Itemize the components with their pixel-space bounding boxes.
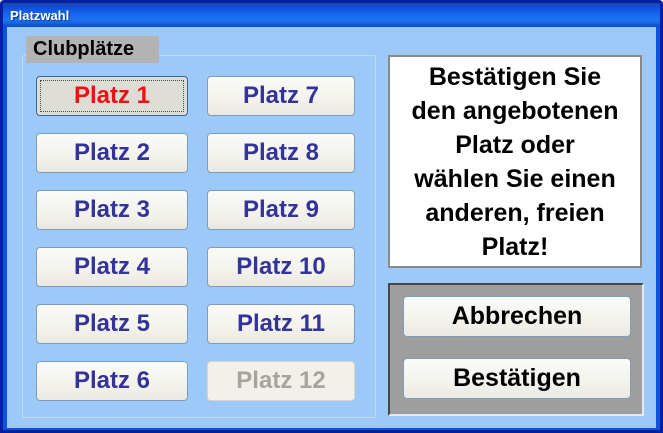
platz-button-12: Platz 12 xyxy=(207,361,355,401)
platz-button-4[interactable]: Platz 4 xyxy=(36,247,188,287)
platz-button-6[interactable]: Platz 6 xyxy=(36,361,188,401)
platz-button-7[interactable]: Platz 7 xyxy=(207,76,355,116)
platz-button-10[interactable]: Platz 10 xyxy=(207,247,355,287)
platz-button-5[interactable]: Platz 5 xyxy=(36,304,188,344)
instruction-message: Bestätigen Sie den angebotenen Platz ode… xyxy=(388,55,642,268)
platz-button-11[interactable]: Platz 11 xyxy=(207,304,355,344)
message-line: Platz oder xyxy=(455,130,575,159)
message-line: anderen, freien xyxy=(425,198,605,227)
platz-button-1[interactable]: Platz 1 xyxy=(36,76,188,116)
platz-button-9[interactable]: Platz 9 xyxy=(207,190,355,230)
window-title: Platzwahl xyxy=(10,7,70,23)
titlebar[interactable]: Platzwahl xyxy=(3,3,660,27)
message-line: Bestätigen Sie xyxy=(428,62,602,91)
groupbox-clubplaetze xyxy=(22,55,376,418)
platz-button-3[interactable]: Platz 3 xyxy=(36,190,188,230)
platz-button-8[interactable]: Platz 8 xyxy=(207,133,355,173)
message-line: wählen Sie einen xyxy=(414,164,616,193)
dialog-client-area: Clubplätze Platz 1 Platz 2 Platz 3 Platz… xyxy=(7,27,656,428)
abbrechen-button[interactable]: Abbrechen xyxy=(403,296,631,337)
message-line: Platz! xyxy=(481,232,549,261)
action-panel: Abbrechen Bestätigen xyxy=(388,283,644,416)
groupbox-label-clubplaetze: Clubplätze xyxy=(26,36,159,63)
bestaetigen-button[interactable]: Bestätigen xyxy=(403,358,631,399)
platz-button-2[interactable]: Platz 2 xyxy=(36,133,188,173)
message-line: den angebotenen xyxy=(411,96,619,125)
